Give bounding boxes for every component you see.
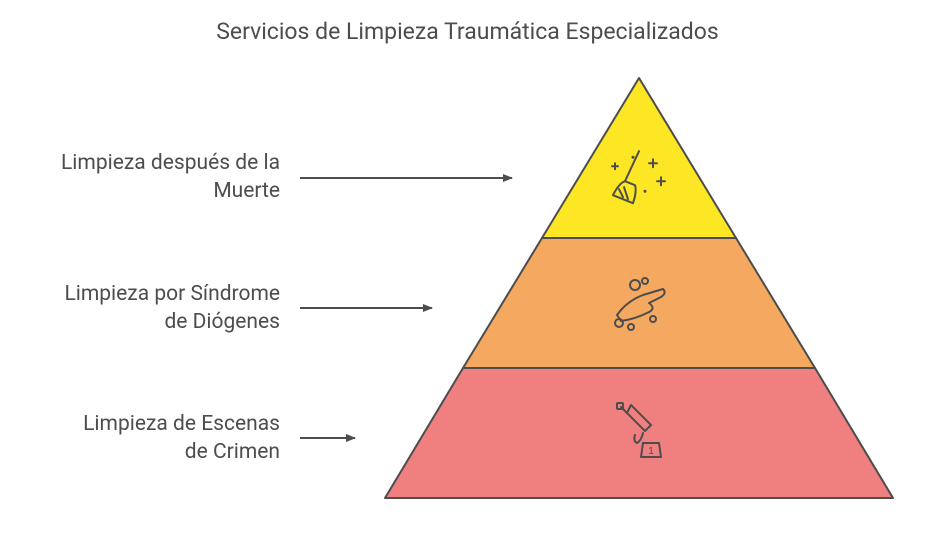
pyramid-tier-bottom (385, 368, 893, 498)
diagram-stage: 1 (0, 0, 935, 542)
pyramid-tier-top (542, 78, 736, 238)
svg-text:1: 1 (648, 446, 654, 457)
pyramid-tier-middle (463, 238, 815, 368)
